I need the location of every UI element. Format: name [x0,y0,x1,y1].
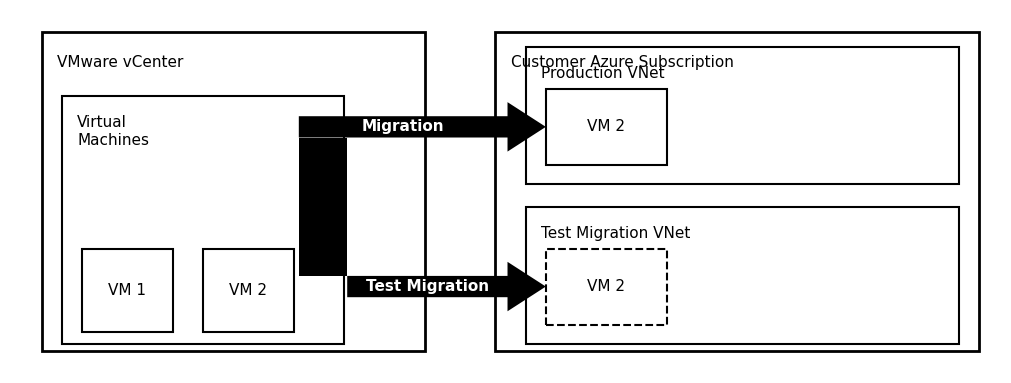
Text: VM 1: VM 1 [108,283,147,298]
Text: Test Migration: Test Migration [366,279,489,294]
Text: Migration: Migration [362,119,445,134]
Text: VM 2: VM 2 [587,279,626,294]
FancyBboxPatch shape [546,89,667,165]
Text: VMware vCenter: VMware vCenter [57,55,183,70]
Text: VM 2: VM 2 [229,283,267,298]
FancyBboxPatch shape [82,249,173,332]
Text: Customer Azure Subscription: Customer Azure Subscription [511,55,733,70]
Text: Virtual
Machines: Virtual Machines [77,115,149,148]
Polygon shape [299,102,546,152]
FancyBboxPatch shape [495,32,980,351]
FancyBboxPatch shape [62,97,344,344]
FancyBboxPatch shape [203,249,294,332]
Text: Production VNet: Production VNet [541,66,664,81]
Text: VM 2: VM 2 [587,119,626,134]
Text: Test Migration VNet: Test Migration VNet [541,226,691,241]
Polygon shape [347,262,546,311]
Polygon shape [299,137,347,276]
FancyBboxPatch shape [526,207,959,344]
FancyBboxPatch shape [526,47,959,184]
FancyBboxPatch shape [41,32,425,351]
FancyBboxPatch shape [546,249,667,324]
